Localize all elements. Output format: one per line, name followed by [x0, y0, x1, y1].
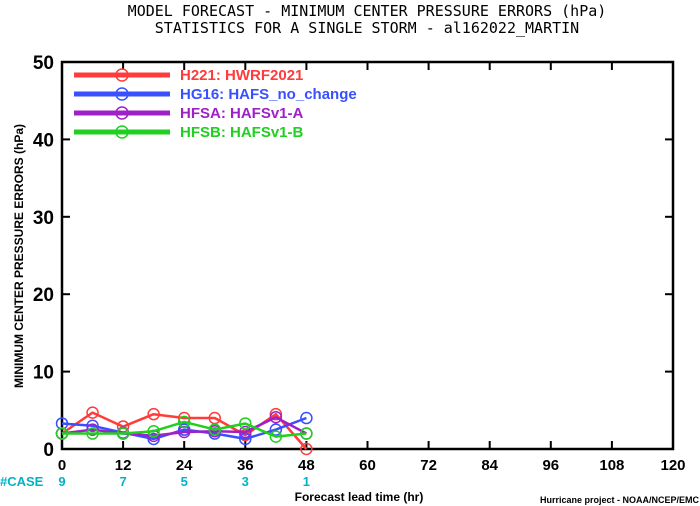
legend-marker: [115, 68, 129, 82]
data-point: [239, 425, 252, 439]
data-point: [300, 427, 313, 440]
data-point: [269, 423, 283, 436]
data-point: [269, 430, 283, 443]
data-point: [147, 424, 160, 438]
data-point: [86, 423, 99, 436]
data-point: [147, 432, 160, 446]
case-label: #CASE: [0, 474, 44, 489]
x-axis-label: Forecast lead time (hr): [295, 490, 424, 504]
legend-marker: [115, 125, 129, 139]
y-tick-label: 50: [33, 53, 54, 74]
x-tick-label: 36: [237, 457, 254, 474]
x-tick-label: 24: [176, 457, 193, 474]
data-point: [55, 417, 69, 430]
data-point: [269, 411, 283, 424]
case-count: 5: [181, 474, 188, 489]
data-point: [239, 432, 252, 446]
data-point: [239, 417, 252, 430]
data-point: [116, 427, 130, 440]
x-tick-label: 120: [660, 457, 685, 474]
plot-frame: [60, 60, 675, 451]
case-count: 1: [303, 474, 310, 489]
x-tick-label: 108: [599, 457, 624, 474]
data-point: [300, 411, 313, 425]
legend-label: HG16: HAFS_no_change: [180, 86, 357, 103]
legend-marker: [115, 106, 129, 120]
series-line: [61, 416, 307, 438]
y-tick-label: 20: [33, 285, 54, 306]
y-tick-label: 0: [43, 440, 54, 461]
credit-text: Hurricane project - NOAA/NCEP/EMC: [540, 495, 700, 505]
case-count: 7: [119, 474, 126, 489]
chart-title: MODEL FORECAST - MINIMUM CENTER PRESSURE…: [128, 2, 607, 20]
x-tick-label: 72: [420, 457, 437, 474]
data-point: [55, 427, 69, 440]
x-tick-label: 48: [298, 457, 315, 474]
x-tick-label: 84: [481, 457, 498, 474]
data-point: [86, 427, 99, 440]
legend-label: HFSA: HAFSv1-A: [180, 105, 304, 122]
data-point: [208, 423, 221, 436]
series-line: [62, 420, 307, 438]
case-count: 9: [58, 474, 65, 489]
y-axis-label: MINIMUM CENTER PRESSURE ERRORS (hPa): [12, 124, 26, 388]
legend-label: H221: HWRF2021: [180, 67, 303, 84]
x-tick-label: 12: [115, 457, 132, 474]
legend-marker: [115, 87, 129, 101]
data-point: [177, 415, 191, 429]
data-point: [269, 407, 283, 421]
x-tick-label: 96: [542, 457, 559, 474]
data-point: [147, 407, 160, 421]
data-point: [86, 406, 99, 419]
data-point: [177, 425, 191, 439]
data-point: [300, 442, 313, 456]
x-tick-label: 0: [58, 457, 66, 474]
plot-area: 0 10 20 30 40 50 0 12 24 36 48 60 72 84 96 108 120 9 7 5 3 1 H…: [33, 53, 686, 489]
data-point: [86, 419, 99, 433]
chart-subtitle: STATISTICS FOR A SINGLE STORM - al162022…: [155, 19, 579, 37]
legend-label: HFSB: HAFSv1-B: [180, 124, 304, 141]
y-tick-label: 10: [33, 363, 54, 384]
case-count: 3: [242, 474, 249, 489]
y-tick-label: 40: [33, 130, 54, 151]
x-tick-label: 60: [359, 457, 376, 474]
y-tick-label: 30: [33, 208, 54, 229]
